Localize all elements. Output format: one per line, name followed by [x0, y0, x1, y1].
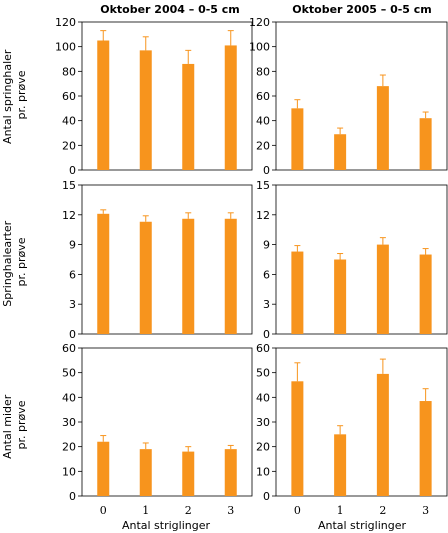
- y-tick-label-r2c1: 10: [256, 465, 270, 478]
- y-tick-label-r2c1: 40: [256, 391, 270, 404]
- x-tick-label-r2c1-0: 0: [294, 504, 301, 517]
- y-tick-label-r2c1: 20: [256, 441, 270, 454]
- y-tick-label-r0c0: 40: [62, 115, 76, 128]
- panel-frame-r1c0: [81, 184, 253, 335]
- row-label-springhalearter-line1: Springhalearter: [1, 220, 14, 306]
- y-tick-label-r1c1: 0: [263, 328, 270, 341]
- y-tick-label-r0c1: 20: [256, 139, 270, 152]
- y-tick-label-r1c0: 15: [62, 179, 76, 192]
- y-tick-label-r2c0: 40: [62, 391, 76, 404]
- x-tick-label-r2c0-3: 3: [227, 504, 234, 517]
- y-tick-label-r0c0: 120: [55, 16, 76, 29]
- bar-r0c1-1: [334, 134, 347, 170]
- y-tick-label-r0c1: 40: [256, 115, 270, 128]
- y-tick-label-r1c1: 15: [256, 179, 270, 192]
- x-tick-label-r2c1-3: 3: [422, 504, 429, 517]
- bar-r2c1-3: [419, 401, 432, 496]
- x-tick-label-r2c1-2: 2: [379, 504, 386, 517]
- bar-r2c0-1: [139, 449, 152, 496]
- bar-r2c0-3: [224, 449, 237, 496]
- y-tick-label-r0c0: 100: [55, 41, 76, 54]
- y-tick-label-r0c0: 60: [62, 90, 76, 103]
- y-tick-label-r2c1: 0: [263, 490, 270, 503]
- x-tick-label-r2c0-0: 0: [100, 504, 107, 517]
- row-label-springhalearter-line2: pr. prøve: [15, 237, 28, 286]
- bar-r1c0-2: [182, 218, 195, 334]
- bar-r1c1-1: [334, 259, 347, 334]
- bar-r1c1-3: [419, 254, 432, 334]
- column-title-2004: Oktober 2004 – 0-5 cm: [100, 3, 240, 16]
- y-tick-label-r1c0: 3: [69, 298, 76, 311]
- x-tick-label-r2c0-1: 1: [142, 504, 149, 517]
- y-tick-label-r2c0: 60: [62, 342, 76, 355]
- row-label-mider-line2: pr. prøve: [15, 400, 28, 449]
- y-tick-label-r2c0: 30: [62, 416, 76, 429]
- y-tick-label-r1c0: 6: [69, 268, 76, 281]
- bar-r1c1-0: [291, 251, 304, 334]
- row-label-springhaler: Antal springhaler pr. prøve: [1, 46, 28, 144]
- y-tick-label-r2c0: 10: [62, 465, 76, 478]
- bar-r1c0-1: [139, 221, 152, 334]
- bar-r1c0-0: [97, 213, 110, 334]
- bar-r0c0-3: [224, 45, 237, 170]
- panels: 0204060801001200204060801001200369121503…: [55, 16, 448, 517]
- y-tick-label-r2c0: 50: [62, 367, 76, 380]
- row-label-mider: Antal mider pr. prøve: [1, 391, 28, 459]
- bar-r2c0-2: [182, 451, 195, 496]
- x-axis-label-left: Antal striglinger: [122, 519, 211, 532]
- row-label-springhaler-line1: Antal springhaler: [1, 49, 14, 144]
- y-tick-label-r2c1: 50: [256, 367, 270, 380]
- y-tick-label-r1c1: 6: [263, 268, 270, 281]
- bar-r0c0-1: [139, 50, 152, 170]
- bar-r0c0-0: [97, 40, 110, 170]
- column-title-2005: Oktober 2005 – 0-5 cm: [292, 3, 432, 16]
- y-tick-label-r1c1: 3: [263, 298, 270, 311]
- bar-r2c1-1: [334, 434, 347, 496]
- y-tick-label-r1c0: 12: [62, 209, 76, 222]
- y-tick-label-r0c0: 20: [62, 139, 76, 152]
- row-label-springhalearter: Springhalearter pr. prøve: [1, 217, 28, 306]
- y-tick-label-r2c0: 0: [69, 490, 76, 503]
- y-tick-label-r0c1: 80: [256, 65, 270, 78]
- y-tick-label-r0c1: 60: [256, 90, 270, 103]
- y-tick-label-r2c1: 60: [256, 342, 270, 355]
- bar-r2c1-2: [376, 373, 389, 496]
- bar-r1c1-2: [376, 244, 389, 334]
- y-tick-label-r0c0: 80: [62, 65, 76, 78]
- y-tick-label-r0c0: 0: [69, 164, 76, 177]
- x-tick-label-r2c1-1: 1: [337, 504, 344, 517]
- bar-r0c1-3: [419, 118, 432, 170]
- y-tick-label-r1c1: 12: [256, 209, 270, 222]
- bar-r0c1-2: [376, 86, 389, 170]
- y-tick-label-r0c1: 100: [249, 41, 270, 54]
- x-axis-label-right: Antal striglinger: [318, 519, 407, 532]
- panel-frame-r1c1: [275, 184, 448, 335]
- y-tick-label-r1c0: 9: [69, 239, 76, 252]
- row-label-springhaler-line2: pr. prøve: [15, 70, 28, 119]
- x-tick-label-r2c0-2: 2: [185, 504, 192, 517]
- y-tick-label-r2c0: 20: [62, 441, 76, 454]
- y-tick-label-r1c0: 0: [69, 328, 76, 341]
- bar-r2c1-0: [291, 381, 304, 496]
- bar-r0c1-0: [291, 108, 304, 170]
- bar-r1c0-3: [224, 218, 237, 334]
- y-tick-label-r0c1: 120: [249, 16, 270, 29]
- y-tick-label-r0c1: 0: [263, 164, 270, 177]
- y-tick-label-r1c1: 9: [263, 239, 270, 252]
- bar-r0c0-2: [182, 63, 195, 170]
- row-label-mider-line1: Antal mider: [1, 394, 14, 459]
- y-tick-label-r2c1: 30: [256, 416, 270, 429]
- bar-r2c0-0: [97, 441, 110, 496]
